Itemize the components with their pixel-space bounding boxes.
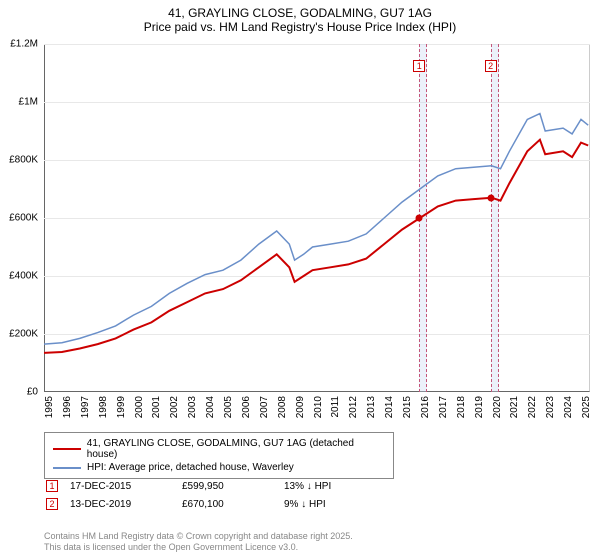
x-axis-label: 2016 — [420, 396, 431, 418]
x-axis-label: 2006 — [241, 396, 252, 418]
legend: 41, GRAYLING CLOSE, GODALMING, GU7 1AG (… — [44, 432, 394, 479]
legend-label-property: 41, GRAYLING CLOSE, GODALMING, GU7 1AG (… — [87, 438, 385, 460]
title-line2: Price paid vs. HM Land Registry's House … — [0, 20, 600, 34]
x-axis-label: 2005 — [223, 396, 234, 418]
line-hpi — [44, 114, 588, 345]
x-axis-label: 2024 — [563, 396, 574, 418]
x-axis-label: 2007 — [259, 396, 270, 418]
x-axis-label: 2018 — [456, 396, 467, 418]
footer: Contains HM Land Registry data © Crown c… — [44, 531, 353, 554]
y-axis-label: £200K — [9, 329, 38, 340]
table-row: 2 13-DEC-2019 £670,100 9% ↓ HPI — [46, 496, 341, 512]
x-axis-label: 2000 — [134, 396, 145, 418]
y-axis-label: £1M — [19, 97, 38, 108]
x-axis-label: 2020 — [492, 396, 503, 418]
chart-container: 41, GRAYLING CLOSE, GODALMING, GU7 1AG P… — [0, 0, 600, 560]
x-axis-label: 2008 — [277, 396, 288, 418]
legend-label-hpi: HPI: Average price, detached house, Wave… — [87, 462, 294, 473]
x-axis-label: 2011 — [330, 396, 341, 418]
x-axis-label: 2009 — [295, 396, 306, 418]
legend-swatch-hpi — [53, 467, 81, 469]
x-axis-label: 2019 — [474, 396, 485, 418]
marker-label: 2 — [485, 60, 497, 72]
txn-delta: 9% ↓ HPI — [284, 496, 341, 512]
x-axis-label: 1997 — [80, 396, 91, 418]
y-axis-label: £0 — [27, 387, 38, 398]
x-axis-label: 2001 — [151, 396, 162, 418]
sale-dot — [487, 194, 494, 201]
footer-line1: Contains HM Land Registry data © Crown c… — [44, 531, 353, 543]
x-axis-label: 2004 — [205, 396, 216, 418]
y-axis-label: £1.2M — [10, 39, 38, 50]
y-axis-label: £400K — [9, 271, 38, 282]
line-layer — [44, 44, 590, 392]
y-axis-label: £800K — [9, 155, 38, 166]
x-axis-label: 2025 — [581, 396, 592, 418]
x-axis-label: 2014 — [384, 396, 395, 418]
table-row: 1 17-DEC-2015 £599,950 13% ↓ HPI — [46, 478, 341, 494]
marker-label: 1 — [413, 60, 425, 72]
txn-delta: 13% ↓ HPI — [284, 478, 341, 494]
x-axis-label: 1996 — [62, 396, 73, 418]
x-axis-label: 2021 — [509, 396, 520, 418]
x-axis-label: 2017 — [438, 396, 449, 418]
chart-area: 12 £0£200K£400K£600K£800K£1M£1.2M 199519… — [44, 44, 590, 392]
x-axis-label: 2023 — [545, 396, 556, 418]
footer-line2: This data is licensed under the Open Gov… — [44, 542, 353, 554]
y-axis-label: £600K — [9, 213, 38, 224]
x-axis-label: 2002 — [169, 396, 180, 418]
sale-dot — [416, 215, 423, 222]
legend-swatch-property — [53, 448, 81, 450]
x-axis-label: 1998 — [98, 396, 109, 418]
x-axis-label: 1999 — [116, 396, 127, 418]
title-block: 41, GRAYLING CLOSE, GODALMING, GU7 1AG P… — [0, 0, 600, 38]
transaction-table: 1 17-DEC-2015 £599,950 13% ↓ HPI 2 13-DE… — [44, 476, 343, 514]
txn-date: 13-DEC-2019 — [70, 496, 180, 512]
x-axis-label: 2013 — [366, 396, 377, 418]
x-axis-label: 2010 — [313, 396, 324, 418]
x-axis-label: 2003 — [187, 396, 198, 418]
marker-icon: 1 — [46, 480, 58, 492]
txn-price: £599,950 — [182, 478, 282, 494]
txn-price: £670,100 — [182, 496, 282, 512]
x-axis-label: 2022 — [527, 396, 538, 418]
x-axis-label: 2015 — [402, 396, 413, 418]
x-axis-label: 1995 — [44, 396, 55, 418]
txn-date: 17-DEC-2015 — [70, 478, 180, 494]
x-axis-label: 2012 — [348, 396, 359, 418]
legend-row-property: 41, GRAYLING CLOSE, GODALMING, GU7 1AG (… — [53, 437, 385, 461]
marker-icon: 2 — [46, 498, 58, 510]
title-line1: 41, GRAYLING CLOSE, GODALMING, GU7 1AG — [0, 6, 600, 20]
legend-row-hpi: HPI: Average price, detached house, Wave… — [53, 461, 385, 474]
